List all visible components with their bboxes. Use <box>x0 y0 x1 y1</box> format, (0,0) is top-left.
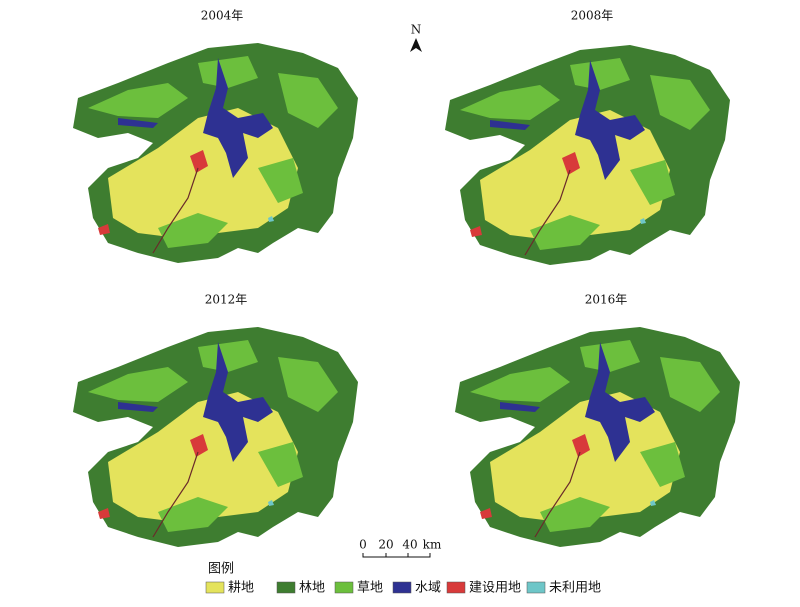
legend-label: 草地 <box>357 581 383 596</box>
panel-title: 2008年 <box>571 9 614 23</box>
map-2016 <box>454 326 741 548</box>
legend-label: 水域 <box>415 581 441 596</box>
legend-label: 未利用地 <box>549 581 601 596</box>
map-2008 <box>444 44 731 266</box>
legend-label: 林地 <box>299 581 325 596</box>
north-label: N <box>411 23 422 37</box>
legend-swatch <box>276 581 296 594</box>
legend-label: 建设用地 <box>469 581 521 596</box>
scale-label: 20 <box>378 538 393 552</box>
map-2012 <box>72 326 359 548</box>
panel-title: 2012年 <box>205 293 248 307</box>
legend-swatch <box>392 581 412 594</box>
scale-bar <box>362 553 431 558</box>
legend-title: 图例 <box>208 562 234 577</box>
panel-title: 2004年 <box>201 9 244 23</box>
legend-swatch <box>334 581 354 594</box>
legend-swatch <box>446 581 466 594</box>
legend: 耕地 林地 草地 水域 建设用地 未利用地 <box>205 580 601 596</box>
scale-label: 40 <box>402 538 417 552</box>
legend-label: 耕地 <box>228 580 254 596</box>
scale-unit: km <box>423 538 442 552</box>
map-2004 <box>72 42 359 264</box>
panel-title: 2016年 <box>585 293 628 307</box>
scale-label: 0 <box>359 538 367 552</box>
north-arrow <box>410 38 422 52</box>
legend-swatch <box>205 581 225 594</box>
legend-swatch <box>526 581 546 594</box>
